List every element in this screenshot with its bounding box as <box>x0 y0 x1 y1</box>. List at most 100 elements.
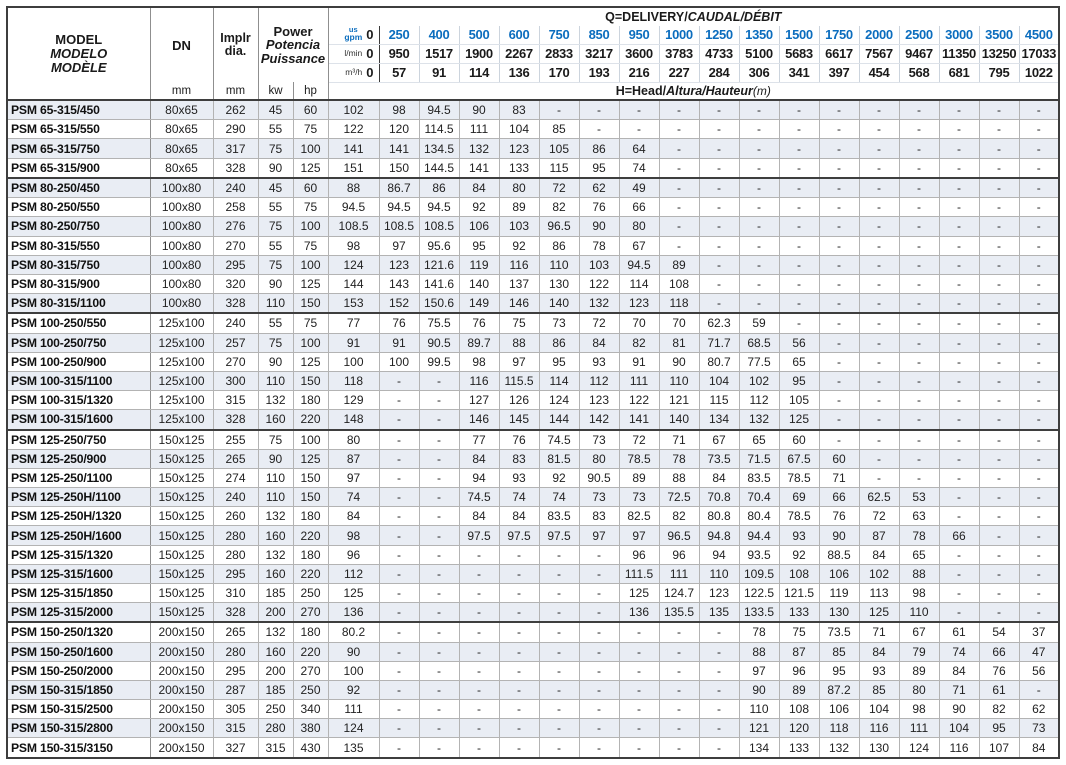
head-cell: 97 <box>578 525 620 546</box>
head-cell: - <box>978 409 1020 430</box>
head-cell: 84 <box>498 506 540 527</box>
model-cell: PSM 100-250/550 <box>6 312 151 334</box>
head-cell: - <box>738 235 780 256</box>
flow-value-cell: 3000 <box>938 25 980 45</box>
model-cell: PSM 150-250/1320 <box>6 621 151 643</box>
table-row: PSM 150-250/2000 200x150 295 200 270 100- - - - -… <box>6 660 1060 681</box>
head-cell: 78 <box>658 448 700 469</box>
head-cell: - <box>938 390 980 411</box>
head-cell: 110 <box>538 254 580 275</box>
head-cell: - <box>658 100 700 121</box>
head-cell: - <box>538 621 580 643</box>
head-cell: 141 <box>327 138 380 159</box>
head-cell: 132 <box>578 292 620 314</box>
head-cell: - <box>1018 312 1060 334</box>
impeller-dia-cell: 280 <box>212 544 259 565</box>
head-cell: - <box>578 621 620 643</box>
impeller-dia-cell: 295 <box>212 660 259 681</box>
head-cell: 114 <box>538 370 580 392</box>
head-cell: 94.5 <box>327 197 380 218</box>
head-cell: 89 <box>778 679 820 701</box>
head-cell: - <box>938 312 980 334</box>
hp-cell: 100 <box>292 216 329 237</box>
head-cell: - <box>658 176 700 199</box>
head-cell: 98 <box>898 582 940 604</box>
head-cell: - <box>618 621 660 643</box>
head-cell: - <box>858 332 900 353</box>
kw-cell: 45 <box>257 100 294 121</box>
head-cell: - <box>978 351 1020 372</box>
hp-cell: 250 <box>292 582 329 604</box>
head-cell: - <box>658 737 700 759</box>
hp-cell: 180 <box>292 506 329 527</box>
head-cell: 65 <box>898 544 940 565</box>
impeller-dia-cell: 258 <box>212 197 259 218</box>
kw-cell: 132 <box>257 544 294 565</box>
head-cell: 111 <box>458 119 500 140</box>
head-cell: - <box>378 699 420 720</box>
head-cell: 137 <box>498 273 540 294</box>
impeller-dia-cell: 310 <box>212 582 259 604</box>
head-cell: - <box>1018 100 1060 121</box>
table-row: PSM 125-250H/1320 150x125 260 132 180 84- -84 8… <box>6 506 1060 527</box>
head-cell: 112 <box>738 390 780 411</box>
head-cell: 66 <box>618 197 660 218</box>
table-row: PSM 100-315/1600 125x100 328 160 220 148- -146… <box>6 409 1060 430</box>
head-cell: - <box>1018 176 1060 199</box>
head-cell: 123 <box>498 138 540 159</box>
flow-value-cell: 9467 <box>898 44 940 64</box>
head-cell: - <box>898 448 940 469</box>
head-cell: 71 <box>818 467 860 489</box>
head-cell: 94.5 <box>618 254 660 275</box>
impeller-dia-cell: 240 <box>212 176 259 199</box>
head-cell: - <box>778 254 820 275</box>
hp-cell: 75 <box>292 235 329 256</box>
head-cell: 122 <box>578 273 620 294</box>
dn-unit: mm <box>150 82 214 101</box>
head-cell: - <box>778 312 820 334</box>
head-cell: 99.5 <box>418 351 460 372</box>
head-cell: 135 <box>698 602 740 623</box>
model-cell: PSM 150-315/1850 <box>6 679 151 701</box>
head-cell: - <box>818 138 860 159</box>
head-cell: 106 <box>458 216 500 237</box>
head-cell: 122 <box>618 390 660 411</box>
head-cell: - <box>418 428 460 450</box>
kw-cell: 280 <box>257 718 294 739</box>
head-cell: - <box>938 409 980 430</box>
model-cell: PSM 100-315/1600 <box>6 409 151 430</box>
dn-cell: 150x125 <box>149 487 214 508</box>
head-cell: - <box>898 138 940 159</box>
model-cell: PSM 80-250/750 <box>6 216 151 237</box>
head-cell: - <box>778 157 820 179</box>
head-cell: - <box>818 273 860 294</box>
impeller-dia-cell: 262 <box>212 100 259 121</box>
head-cell: - <box>498 621 540 643</box>
head-cell: 64 <box>618 138 660 159</box>
kw-cell: 160 <box>257 563 294 584</box>
head-cell: 97 <box>618 525 660 546</box>
head-cell: 90 <box>938 699 980 720</box>
head-cell: 78 <box>738 621 780 643</box>
head-cell: - <box>978 370 1020 392</box>
head-cell: - <box>978 235 1020 256</box>
flow-value-cell: 227 <box>658 63 700 83</box>
head-cell: - <box>978 100 1020 121</box>
head-cell: - <box>578 718 620 739</box>
head-cell: 84 <box>458 506 500 527</box>
head-cell: - <box>1018 582 1060 604</box>
head-cell: 95.6 <box>418 235 460 256</box>
head-cell: 140 <box>538 292 580 314</box>
head-cell: 110 <box>698 563 740 584</box>
impeller-dia-cell: 270 <box>212 235 259 256</box>
flow-value-cell: 17033 <box>1018 44 1060 64</box>
flow-value-cell: 1000 <box>658 25 700 45</box>
head-cell: 93 <box>498 467 540 489</box>
model-cell: PSM 80-315/550 <box>6 235 151 256</box>
head-cell: - <box>938 582 980 604</box>
head-cell: 62 <box>1018 699 1060 720</box>
head-cell: 106 <box>818 699 860 720</box>
kw-cell: 132 <box>257 506 294 527</box>
model-cell: PSM 150-250/2000 <box>6 660 151 681</box>
head-cell: 83 <box>498 100 540 121</box>
